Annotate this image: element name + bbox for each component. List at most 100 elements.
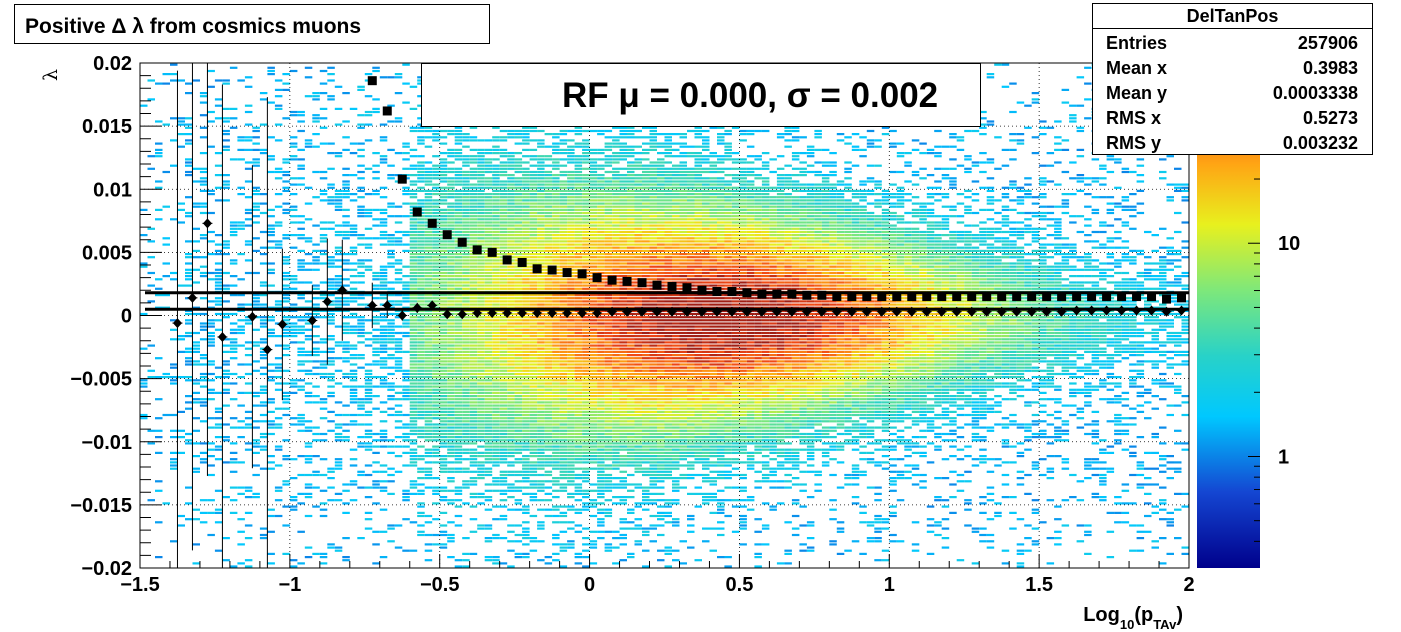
heatmap-cell	[559, 432, 568, 436]
heatmap-cell	[559, 363, 568, 366]
heatmap-cell	[439, 354, 448, 357]
heatmap-cell	[319, 177, 328, 180]
heatmap-cell	[544, 556, 553, 559]
heatmap-cell	[364, 379, 373, 382]
heatmap-cell	[409, 448, 418, 451]
heatmap-cell	[424, 170, 433, 174]
heatmap-cell	[424, 208, 433, 211]
heatmap-cell	[559, 284, 568, 287]
heatmap-cell	[507, 423, 515, 426]
heatmap-cell	[597, 338, 605, 341]
heatmap-cell	[597, 341, 605, 344]
heatmap-cell	[207, 426, 215, 429]
heatmap-cell	[349, 287, 358, 290]
heatmap-cell	[222, 372, 230, 376]
heatmap-cell	[417, 524, 425, 527]
heatmap-cell	[469, 458, 478, 461]
heatmap-cell	[447, 360, 455, 363]
heatmap-cell	[529, 240, 538, 243]
heatmap-cell	[574, 319, 583, 322]
heatmap-cell	[507, 202, 515, 205]
heatmap-cell	[424, 461, 433, 464]
heatmap-cell	[282, 88, 290, 91]
heatmap-cell	[364, 114, 373, 117]
heatmap-cell	[612, 322, 620, 325]
heatmap-cell	[214, 249, 223, 252]
heatmap-cell	[529, 366, 538, 369]
heatmap-cell	[574, 256, 583, 259]
heatmap-cell	[409, 265, 418, 268]
heatmap-cell	[469, 442, 478, 445]
heatmap-cell	[492, 278, 500, 281]
heatmap-cell	[507, 129, 515, 133]
heatmap-cell	[147, 429, 155, 432]
heatmap-cell	[439, 420, 448, 423]
heatmap-cell	[439, 136, 448, 139]
heatmap-cell	[372, 297, 380, 300]
heatmap-cell	[477, 410, 485, 413]
heatmap-cell	[155, 556, 163, 559]
heatmap-cell	[357, 445, 365, 448]
heatmap-cell	[484, 278, 493, 281]
heatmap-cell	[334, 275, 343, 278]
heatmap-cell	[604, 417, 613, 420]
heatmap-cell	[544, 259, 553, 262]
heatmap-cell	[544, 562, 553, 565]
heatmap-cell	[424, 193, 433, 196]
heatmap-cell	[522, 335, 530, 338]
heatmap-cell	[477, 363, 485, 366]
heatmap-cell	[582, 158, 590, 161]
heatmap-cell	[304, 268, 313, 271]
heatmap-cell	[394, 363, 403, 366]
heatmap-cell	[492, 316, 500, 319]
heatmap-cell	[544, 395, 553, 398]
heatmap-cell	[454, 230, 463, 234]
heatmap-cell	[297, 502, 305, 505]
heatmap-cell	[394, 230, 403, 234]
heatmap-cell	[394, 294, 403, 297]
heatmap-cell	[529, 379, 538, 382]
heatmap-cell	[447, 287, 455, 290]
heatmap-cell	[364, 319, 373, 322]
heatmap-cell	[567, 158, 575, 161]
heatmap-cell	[252, 126, 260, 129]
heatmap-cell	[447, 366, 455, 369]
heatmap-cell	[327, 410, 335, 413]
heatmap-cell	[469, 439, 478, 442]
heatmap-cell	[342, 404, 350, 407]
heatmap-cell	[484, 300, 493, 303]
heatmap-cell	[342, 439, 350, 442]
heatmap-cell	[522, 505, 530, 508]
heatmap-cell	[252, 300, 260, 303]
heatmap-cell	[289, 215, 298, 218]
heatmap-cell	[574, 376, 583, 379]
heatmap-cell	[492, 275, 500, 278]
heatmap-cell	[379, 530, 388, 533]
heatmap-cell	[544, 189, 553, 192]
heatmap-cell	[417, 492, 425, 495]
heatmap-cell	[522, 268, 530, 271]
heatmap-cell	[514, 316, 523, 319]
heatmap-cell	[357, 259, 365, 262]
heatmap-cell	[155, 218, 163, 221]
heatmap-cell	[559, 322, 568, 325]
heatmap-cell	[567, 297, 575, 300]
heatmap-cell	[454, 133, 463, 136]
heatmap-cell	[372, 385, 380, 388]
heatmap-cell	[372, 432, 380, 436]
heatmap-cell	[567, 505, 575, 508]
heatmap-cell	[439, 486, 448, 489]
heatmap-cell	[237, 391, 245, 394]
heatmap-cell	[567, 246, 575, 249]
heatmap-cell	[514, 388, 523, 391]
heatmap-cell	[589, 189, 598, 192]
heatmap-cell	[155, 417, 163, 420]
heatmap-cell	[537, 436, 545, 439]
heatmap-cell	[409, 360, 418, 363]
heatmap-cell	[447, 521, 455, 524]
heatmap-cell	[469, 218, 478, 221]
heatmap-cell	[567, 180, 575, 183]
heatmap-cell	[409, 275, 418, 278]
heatmap-cell	[492, 158, 500, 161]
heatmap-cell	[207, 120, 215, 123]
